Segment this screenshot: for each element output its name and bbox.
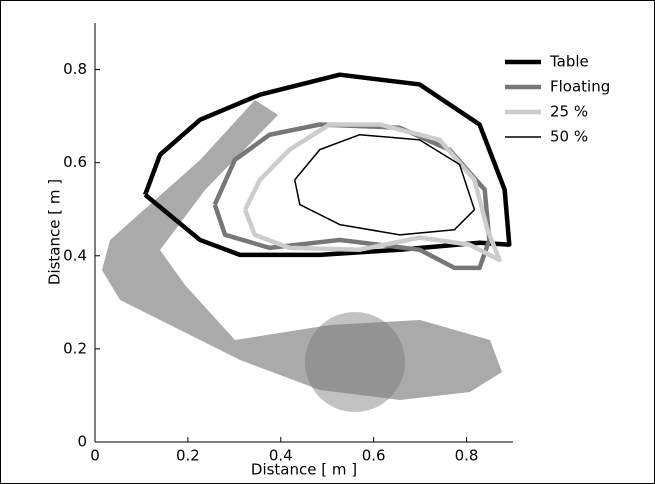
legend-label: Floating	[550, 78, 610, 96]
y-tick-label: 0.6	[63, 153, 87, 171]
y-tick-label: 0.4	[63, 246, 87, 264]
legend-label: 50 %	[550, 128, 588, 146]
x-tick-label: 0	[90, 447, 100, 465]
x-axis-label: Distance [ m ]	[251, 461, 357, 479]
legend-label: Table	[549, 53, 589, 71]
series-line	[293, 133, 476, 236]
y-axis-label: Distance [ m ]	[46, 179, 64, 285]
x-tick-label: 0.6	[362, 447, 386, 465]
hand-disk	[305, 312, 405, 412]
x-tick-label: 0.2	[176, 447, 200, 465]
y-tick-label: 0	[77, 433, 87, 451]
series-line	[143, 72, 512, 258]
legend-label: 25 %	[550, 103, 588, 121]
x-tick-label: 0.8	[455, 447, 479, 465]
y-tick-label: 0.2	[63, 339, 87, 357]
arm-illustration	[102, 100, 502, 400]
x-tick-label: 0.4	[269, 447, 293, 465]
y-tick-label: 0.8	[63, 60, 87, 78]
series-line	[242, 122, 502, 263]
